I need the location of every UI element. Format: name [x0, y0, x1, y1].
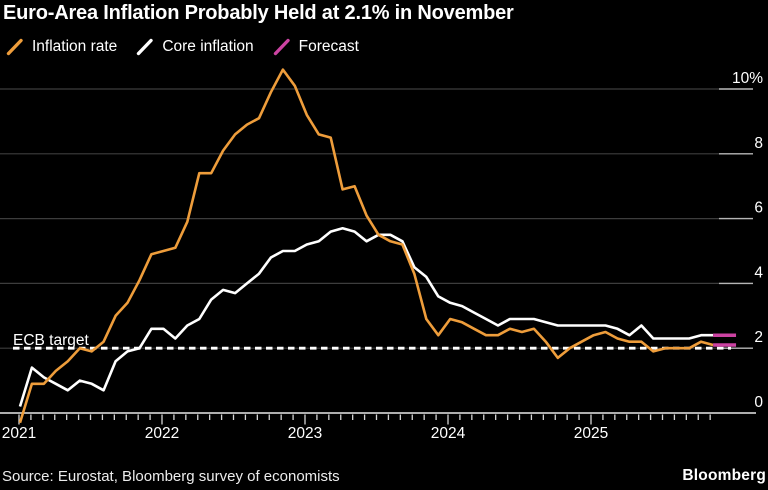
y-axis-label: 2: [754, 329, 763, 346]
forecast-slash-icon: [273, 38, 290, 56]
x-axis-label: 2024: [431, 425, 466, 442]
legend-label: Core inflation: [162, 38, 254, 55]
grid-layer: [0, 88, 753, 349]
series-line-core-inflation: [18, 227, 714, 407]
y-axis-label: 6: [754, 200, 763, 217]
y-axis-label: 4: [754, 264, 763, 281]
legend-item-inflation-rate: Inflation rate: [6, 38, 117, 56]
x-axis-label: 2022: [145, 425, 179, 442]
ecb-target-label: ECB target: [13, 332, 90, 349]
legend-item-forecast: Forecast: [273, 38, 359, 56]
core-inflation-slash-icon: [137, 38, 154, 56]
x-axis-label: 2023: [288, 425, 322, 442]
x-axis-label: 2021: [2, 425, 36, 442]
axis-layer: 0 2 4 6 8 10% 2021 2022 2023 2024 2025: [0, 70, 763, 442]
bloomberg-logo: Bloomberg: [682, 467, 766, 484]
legend-item-core-inflation: Core inflation: [136, 38, 254, 56]
y-axis-label: 10%: [732, 70, 763, 87]
source-note: Source: Eurostat, Bloomberg survey of ec…: [2, 468, 340, 485]
legend-label: Forecast: [298, 38, 359, 55]
y-axis-label: 8: [754, 135, 763, 152]
chart-legend: Inflation rate Core inflation Forecast: [6, 38, 359, 56]
y-axis-label: 0: [754, 394, 763, 411]
series-line-inflation-rate: [18, 68, 714, 424]
x-axis-label: 2025: [574, 425, 608, 442]
chart-title: Euro-Area Inflation Probably Held at 2.1…: [3, 2, 514, 24]
legend-label: Inflation rate: [32, 38, 118, 55]
inflation-rate-slash-icon: [6, 38, 23, 56]
series-layer: [13, 68, 737, 424]
